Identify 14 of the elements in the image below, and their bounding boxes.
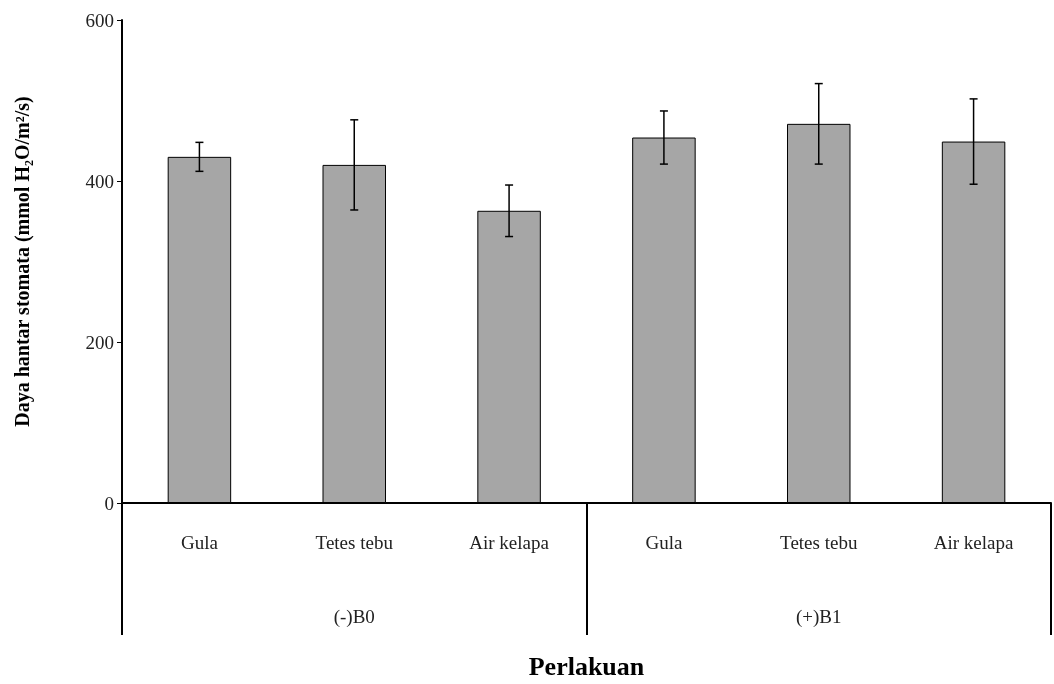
- y-tick-label: 0: [104, 492, 114, 514]
- text: (+)B1: [795, 606, 842, 628]
- x-tick-label: Air kelapa: [469, 532, 550, 553]
- x-axis-title: Perlakuan: [528, 651, 645, 681]
- x-tick-label: Gula: [645, 532, 683, 553]
- x-tick-label: Tetes tebu: [315, 532, 394, 553]
- x-tick-label: Air kelapa: [933, 532, 1014, 553]
- y-axis-title: Daya hantar stomata (mmol H₂O/m²/s): [11, 96, 34, 427]
- y-tick-label: 400: [85, 170, 114, 192]
- x-tick-label: Gula: [180, 532, 219, 553]
- y-tick-label: 200: [85, 331, 114, 353]
- y-tick-label: 600: [85, 9, 114, 31]
- x-tick-label: Tetes tebu: [780, 532, 858, 553]
- text: (-)B0: [333, 606, 375, 628]
